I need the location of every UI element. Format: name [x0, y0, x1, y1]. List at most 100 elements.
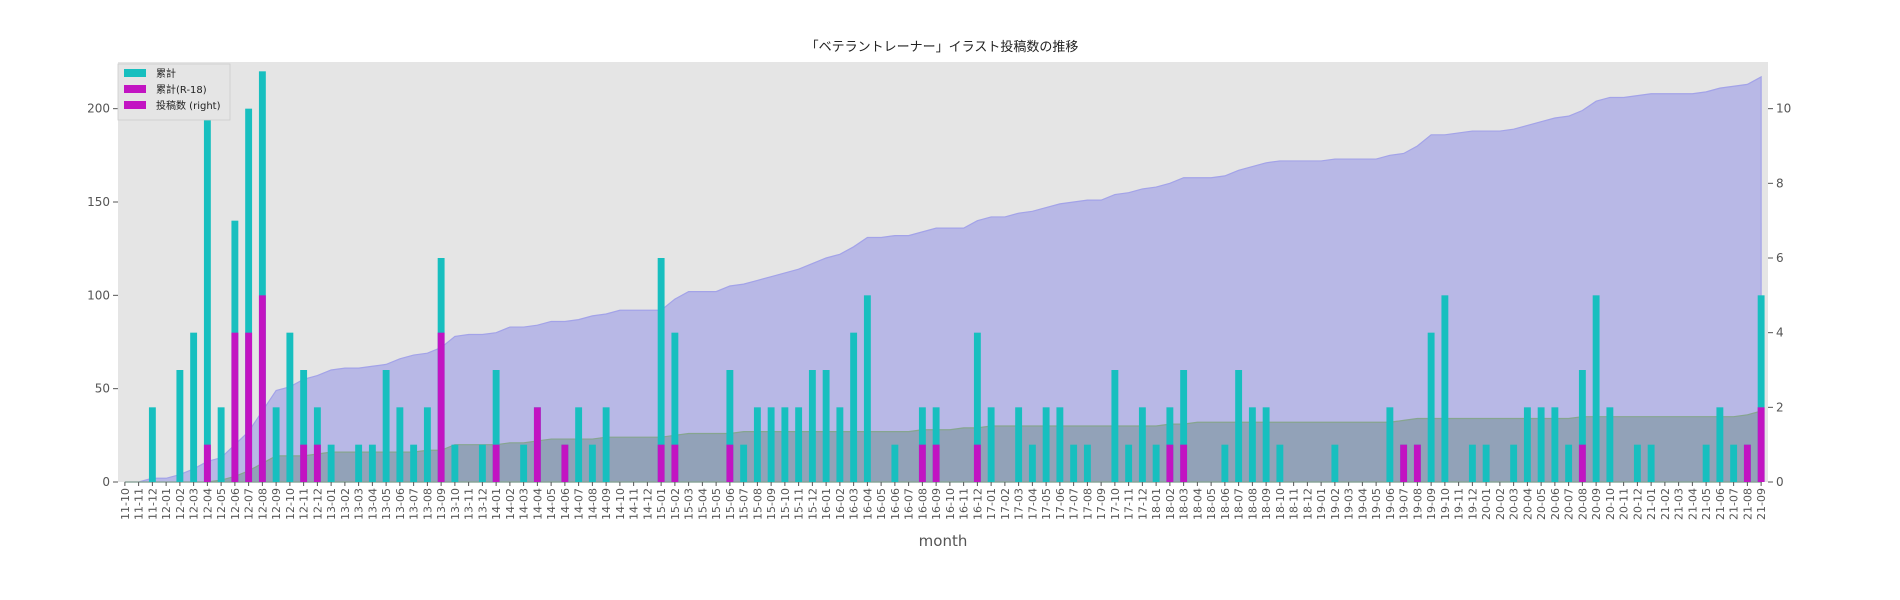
- post-count-r18-bar: [561, 444, 569, 482]
- x-tick-label: 14-03: [518, 488, 531, 520]
- post-count-r18-bar: [932, 444, 940, 482]
- post-count-bar: [1125, 444, 1133, 482]
- post-count-bar: [891, 444, 899, 482]
- x-tick-label: 13-08: [421, 488, 434, 520]
- post-count-bar: [836, 407, 844, 482]
- post-count-r18-bar: [1757, 407, 1765, 482]
- post-count-bar: [657, 258, 665, 482]
- x-tick-label: 18-04: [1191, 488, 1204, 520]
- x-tick-label: 17-08: [1081, 488, 1094, 520]
- x-tick-label: 14-11: [628, 488, 641, 520]
- right-axis: 0 2 4 6 8 10: [1768, 102, 1791, 489]
- post-count-bar: [1152, 444, 1160, 482]
- post-count-r18-bar: [533, 407, 541, 482]
- post-count-bar: [1427, 332, 1435, 482]
- chart-title: 「ベテラントレーナー」イラスト投稿数の推移: [806, 39, 1079, 55]
- x-tick-label: 20-09: [1590, 488, 1603, 520]
- x-tick-label: 17-09: [1095, 488, 1108, 520]
- x-tick-label: 15-12: [806, 488, 819, 520]
- x-tick-label: 13-11: [463, 488, 476, 520]
- x-tick-label: 20-03: [1508, 488, 1521, 520]
- x-tick-label: 13-09: [435, 488, 448, 520]
- post-count-r18-bar: [726, 444, 734, 482]
- legend-swatch: [124, 85, 146, 93]
- x-tick-label: 14-09: [600, 488, 613, 520]
- x-tick-label: 15-09: [765, 488, 778, 520]
- x-tick-label: 13-07: [408, 488, 421, 520]
- post-count-bar: [396, 407, 404, 482]
- x-tick-label: 19-03: [1343, 488, 1356, 520]
- x-tick-label: 13-05: [380, 488, 393, 520]
- x-tick-label: 12-04: [201, 488, 214, 520]
- x-tick-label: 15-02: [669, 488, 682, 520]
- post-count-bar: [203, 71, 211, 482]
- post-count-bar: [1537, 407, 1545, 482]
- x-axis-label: month: [919, 532, 968, 550]
- post-count-r18-bar: [1180, 444, 1188, 482]
- post-count-bar: [1221, 444, 1229, 482]
- post-count-bar: [368, 444, 376, 482]
- x-tick-label: 21-07: [1728, 488, 1741, 520]
- x-tick-label: 20-10: [1604, 488, 1617, 520]
- x-tick-label: 14-02: [504, 488, 517, 520]
- x-tick-label: 17-04: [1026, 488, 1039, 520]
- post-count-bar: [1441, 295, 1449, 482]
- x-tick-label: 19-11: [1453, 488, 1466, 520]
- right-tick-label: 0: [1776, 475, 1784, 489]
- post-count-bar: [1056, 407, 1064, 482]
- post-count-bar: [1015, 407, 1023, 482]
- post-count-bar: [410, 444, 418, 482]
- left-tick-label: 100: [87, 288, 110, 302]
- post-count-bar: [451, 444, 459, 482]
- post-count-bar: [1070, 444, 1078, 482]
- legend-label: 投稿数 (right): [156, 99, 221, 112]
- x-tick-label: 17-11: [1123, 488, 1136, 520]
- cumulative-areas: [124, 75, 1762, 483]
- post-count-bar: [1482, 444, 1490, 482]
- post-count-bar: [1730, 444, 1738, 482]
- post-count-bar: [478, 444, 486, 482]
- post-count-bar: [1565, 444, 1573, 482]
- x-tick-label: 16-07: [903, 488, 916, 520]
- x-tick-label: 11-12: [146, 488, 159, 520]
- x-tick-label: 12-10: [284, 488, 297, 520]
- x-tick-label: 21-03: [1673, 488, 1686, 520]
- x-tick-label: 16-08: [916, 488, 929, 520]
- x-tick-label: 12-08: [256, 488, 269, 520]
- x-tick-label: 16-10: [944, 488, 957, 520]
- post-count-bar: [1578, 370, 1586, 482]
- x-tick-label: 14-08: [586, 488, 599, 520]
- x-tick-label: 12-09: [270, 488, 283, 520]
- right-tick-label: 10: [1776, 102, 1791, 116]
- post-count-bar: [767, 407, 775, 482]
- post-count-bar: [822, 370, 830, 482]
- x-tick-label: 18-09: [1260, 488, 1273, 520]
- post-count-bar: [300, 370, 308, 482]
- x-tick-label: 18-11: [1288, 488, 1301, 520]
- x-tick-label: 18-07: [1233, 488, 1246, 520]
- x-tick-label: 19-01: [1315, 488, 1328, 520]
- post-count-bar: [1042, 407, 1050, 482]
- post-count-bar: [1386, 407, 1394, 482]
- x-tick-label: 12-06: [229, 488, 242, 520]
- post-count-r18-bar: [258, 295, 266, 482]
- x-tick-label: 15-03: [683, 488, 696, 520]
- post-count-bar: [492, 370, 500, 482]
- x-tick-label: 20-04: [1521, 488, 1534, 520]
- post-count-r18-bar: [245, 332, 253, 482]
- x-tick-label: 19-09: [1425, 488, 1438, 520]
- x-tick-label: 14-12: [641, 488, 654, 520]
- post-count-bar: [588, 444, 596, 482]
- x-tick-label: 21-05: [1700, 488, 1713, 520]
- post-count-r18-bar: [203, 444, 211, 482]
- post-count-r18-bar: [918, 444, 926, 482]
- x-tick-label: 17-10: [1109, 488, 1122, 520]
- post-count-bar: [932, 407, 940, 482]
- post-count-r18-bar: [1413, 444, 1421, 482]
- x-tick-label: 13-12: [476, 488, 489, 520]
- x-tick-label: 21-02: [1659, 488, 1672, 520]
- x-tick-label: 14-01: [490, 488, 503, 520]
- x-tick-label: 20-02: [1494, 488, 1507, 520]
- x-tick-label: 15-08: [751, 488, 764, 520]
